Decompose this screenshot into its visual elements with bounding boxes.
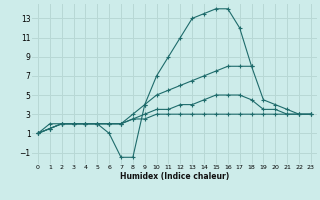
X-axis label: Humidex (Indice chaleur): Humidex (Indice chaleur) <box>120 172 229 181</box>
